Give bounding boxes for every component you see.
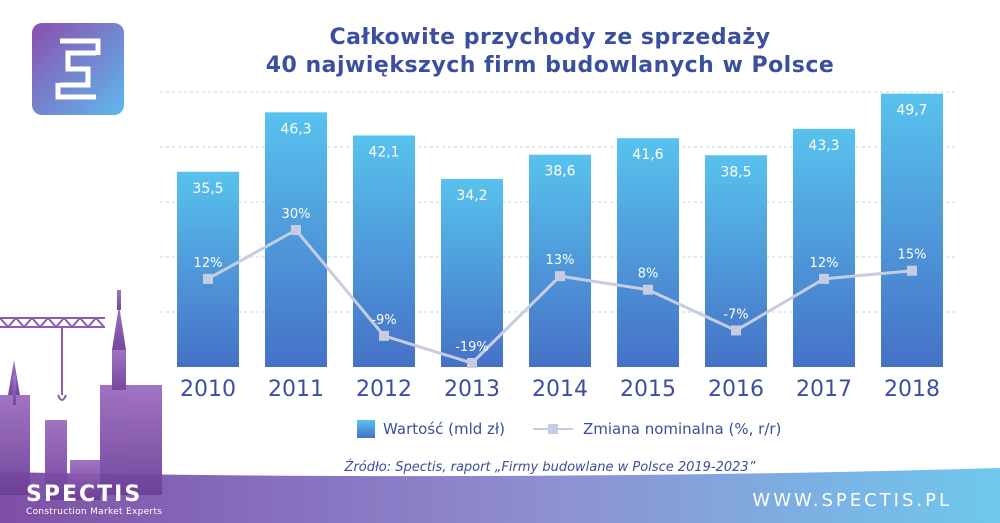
bar-value-label: 46,3 (280, 121, 311, 137)
bar-2011 (265, 112, 327, 367)
website-link[interactable]: WWW.SPECTIS.PL (752, 490, 952, 511)
brand-tagline: Construction Market Experts (26, 507, 163, 517)
change-marker-2014 (555, 271, 565, 282)
x-tick-label: 2013 (444, 377, 500, 402)
legend-bar-swatch (357, 420, 375, 438)
bar-value-label: 41,6 (632, 147, 663, 163)
bar-2018 (881, 93, 943, 368)
change-marker-2017 (819, 273, 829, 284)
change-marker-2016 (731, 325, 741, 336)
bar-value-label: 38,6 (544, 164, 575, 180)
bar-value-label: 34,2 (456, 188, 487, 204)
bar-value-label: 43,3 (808, 138, 839, 154)
change-marker-2012 (379, 330, 389, 341)
bar-2012 (353, 135, 415, 367)
change-value-label: 30% (282, 207, 311, 222)
legend-item-bar: Wartość (mld zł) (357, 420, 505, 438)
line-series (203, 225, 917, 368)
change-marker-2018 (907, 265, 917, 276)
change-value-label: 15% (898, 248, 927, 263)
change-value-label: -19% (455, 340, 489, 355)
bar-value-label: 38,5 (720, 164, 751, 180)
change-value-label: -7% (723, 307, 748, 322)
bar-2010 (177, 171, 239, 367)
x-tick-label: 2011 (268, 377, 324, 402)
x-tick-label: 2017 (796, 377, 852, 402)
change-marker-2010 (203, 273, 213, 284)
x-tick-label: 2018 (884, 377, 940, 402)
brand-name: SPECTIS (26, 482, 143, 507)
x-tick-label: 2010 (180, 377, 236, 402)
x-tick-label: 2012 (356, 377, 412, 402)
bar-2015 (617, 138, 679, 367)
change-marker-2013 (467, 358, 477, 368)
x-axis-ticks: 2010 2011 2012 2013 2014 2015 2016 2017 2018 (180, 377, 940, 402)
bar-value-label: 35,5 (192, 181, 223, 197)
chart-title-line-2: 40 największych firm budowlanych w Polsc… (265, 53, 835, 78)
chart-title-line-1: Całkowite przychody ze sprzedaży (329, 25, 771, 50)
bar-value-label: 42,1 (368, 144, 399, 160)
change-value-label: 8% (638, 267, 659, 282)
change-marker-2011 (291, 225, 301, 235)
change-marker-2015 (643, 284, 653, 295)
spectis-logo (32, 23, 124, 115)
x-tick-label: 2014 (532, 377, 588, 402)
change-value-label: -9% (371, 313, 396, 328)
bar-value-label: 49,7 (896, 103, 927, 119)
change-value-label: 12% (810, 256, 839, 271)
bar-series (177, 93, 943, 368)
change-value-label: 13% (546, 253, 575, 268)
bar-2014 (529, 154, 591, 367)
source-note: Źródło: Spectis, raport „Firmy budowlane… (344, 460, 756, 475)
legend-line-label: Zmiana nominalna (%, r/r) (583, 420, 782, 438)
x-tick-label: 2016 (708, 377, 764, 402)
change-value-label: 12% (194, 256, 223, 271)
x-tick-label: 2015 (620, 377, 676, 402)
legend-line-swatch (533, 420, 573, 438)
data-labels: 35,5 46,3 42,1 34,2 38,6 41,6 38,5 43,3 49,7 12% 3… (192, 103, 927, 355)
bar-2013 (441, 178, 503, 367)
legend-item-line: Zmiana nominalna (%, r/r) (533, 420, 781, 438)
bar-2017 (793, 128, 855, 367)
legend-bar-label: Wartość (mld zł) (383, 420, 506, 438)
